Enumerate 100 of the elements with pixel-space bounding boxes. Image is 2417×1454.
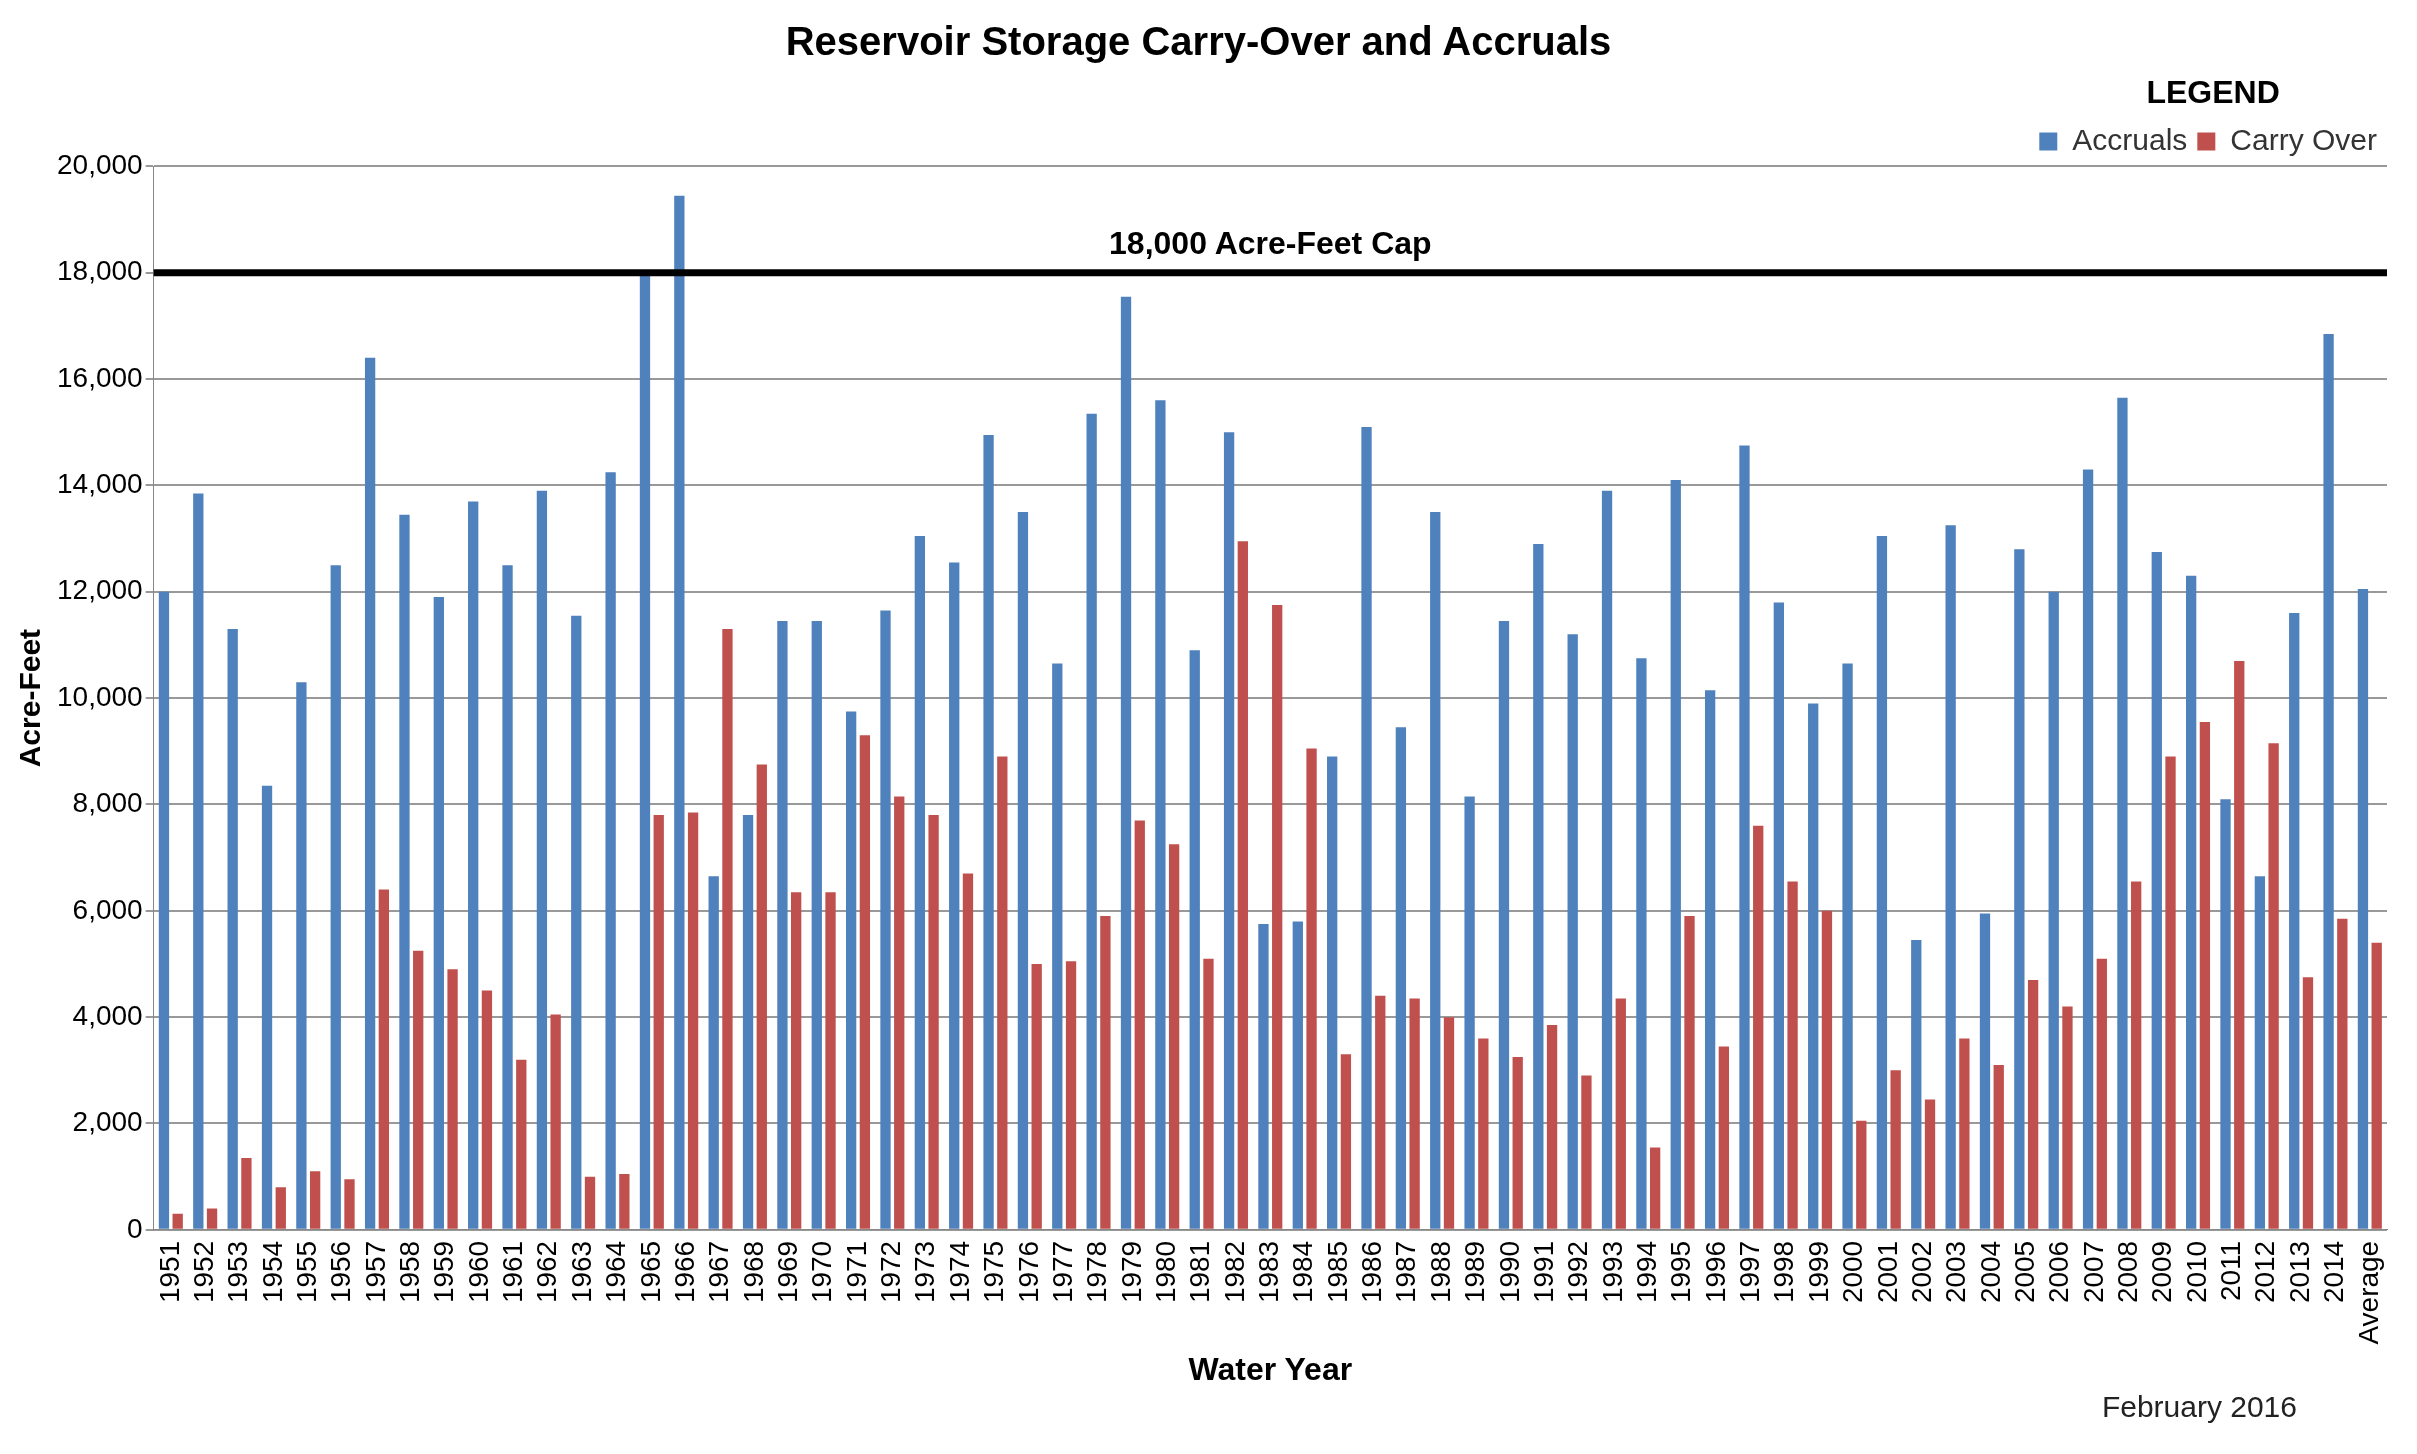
bar <box>241 1158 252 1229</box>
bar <box>1739 445 1750 1229</box>
bar <box>571 615 582 1229</box>
x-tick-label: 1976 <box>1012 1240 1044 1304</box>
bar <box>962 873 974 1229</box>
y-tick-label: 16,000 <box>57 361 143 393</box>
x-tick-label: 2011 <box>2215 1240 2247 1302</box>
bar <box>859 735 871 1229</box>
bar <box>791 892 802 1229</box>
bar <box>2199 722 2211 1229</box>
bar <box>364 357 376 1229</box>
bar <box>1031 963 1042 1229</box>
x-tick-label: 1955 <box>290 1240 322 1304</box>
x-tick-label: 1984 <box>1287 1240 1319 1304</box>
bar <box>997 756 1008 1229</box>
bar <box>1292 921 1303 1229</box>
bar <box>193 493 204 1229</box>
bar <box>502 565 513 1229</box>
x-tick-label: 1991 <box>1527 1240 1559 1304</box>
bar <box>722 628 733 1229</box>
bar <box>1237 541 1248 1229</box>
bar <box>2186 575 2197 1229</box>
bar <box>1430 512 1441 1229</box>
bar <box>158 591 170 1229</box>
bar <box>468 501 479 1229</box>
bar <box>880 610 891 1229</box>
bar <box>2234 660 2245 1229</box>
x-tick-label: 1958 <box>394 1240 426 1304</box>
bar <box>1223 432 1235 1229</box>
bar <box>1395 727 1407 1229</box>
bar <box>1567 634 1578 1229</box>
bar <box>481 990 493 1229</box>
bar <box>1100 916 1111 1229</box>
bar <box>2289 613 2300 1229</box>
x-tick-label: 2007 <box>2077 1240 2109 1304</box>
bar <box>296 682 307 1229</box>
bar <box>536 490 548 1229</box>
x-tick-label: 1988 <box>1424 1240 1456 1304</box>
bar <box>914 535 926 1229</box>
bar <box>1340 1054 1352 1229</box>
bar <box>1649 1147 1661 1229</box>
x-tick-label: 1974 <box>943 1240 975 1304</box>
bar <box>2062 1006 2073 1229</box>
bar <box>1945 525 1956 1229</box>
x-tick-label: 1962 <box>531 1240 563 1304</box>
x-tick-label: 1994 <box>1630 1240 1662 1304</box>
x-tick-label: 2005 <box>2008 1240 2040 1304</box>
x-tick-label: 1978 <box>1081 1240 1113 1304</box>
x-tick-label: 1979 <box>1115 1240 1147 1304</box>
bar <box>2027 979 2039 1229</box>
x-tick-label: 1963 <box>565 1240 597 1304</box>
x-tick-label: 2009 <box>2146 1240 2178 1304</box>
x-tick-label: 1960 <box>462 1240 494 1304</box>
x-tick-label: 1981 <box>1184 1240 1216 1304</box>
bar <box>2323 333 2334 1229</box>
text: February 2016 <box>2101 1390 2297 1424</box>
bar <box>1856 1120 1867 1229</box>
bar <box>584 1176 596 1229</box>
bar <box>1842 663 1853 1229</box>
x-tick-label: 1987 <box>1390 1240 1422 1304</box>
bar <box>1327 756 1338 1229</box>
x-tick-label: 1995 <box>1665 1240 1697 1304</box>
y-tick-label: 8,000 <box>72 787 143 819</box>
bar <box>845 711 857 1229</box>
bar <box>1086 413 1097 1229</box>
x-tick-label: 2002 <box>1905 1240 1937 1304</box>
bar <box>1120 296 1132 1229</box>
x-tick-label: 1986 <box>1356 1240 1388 1304</box>
x-tick-label: 1968 <box>737 1240 769 1304</box>
bar <box>275 1187 286 1229</box>
bar <box>708 876 719 1229</box>
x-tick-label: 1967 <box>703 1240 735 1304</box>
bar <box>1924 1099 1936 1229</box>
bar <box>1512 1057 1523 1229</box>
x-tick-label: 1993 <box>1596 1240 1628 1304</box>
bar <box>1203 958 1214 1229</box>
x-tick-label: 1990 <box>1493 1240 1525 1304</box>
x-tick-label: 1980 <box>1149 1240 1181 1304</box>
x-tick-label: 1951 <box>153 1240 185 1304</box>
bar <box>2117 397 2128 1229</box>
bar <box>2371 942 2382 1229</box>
bar <box>1498 621 1510 1229</box>
bar <box>619 1173 630 1229</box>
y-tick-label: 12,000 <box>57 574 143 606</box>
bar <box>2048 591 2059 1229</box>
x-tick-label: 1952 <box>187 1240 219 1304</box>
legend-label: Carry Over <box>2230 122 2378 156</box>
x-tick-label: 1997 <box>1734 1240 1766 1304</box>
y-tick-label: 6,000 <box>72 893 143 925</box>
bar <box>1052 663 1063 1229</box>
x-tick-label: 1954 <box>256 1240 288 1304</box>
bar <box>1361 426 1372 1229</box>
bar <box>206 1208 218 1229</box>
y-tick-label: 4,000 <box>72 999 143 1031</box>
x-tick-label: 1985 <box>1321 1240 1353 1304</box>
bar <box>1601 490 1613 1229</box>
legend-title: LEGEND <box>2146 73 2280 110</box>
bar <box>413 950 424 1229</box>
x-axis-title: Water Year <box>1188 1350 1353 1387</box>
bar <box>825 892 836 1229</box>
